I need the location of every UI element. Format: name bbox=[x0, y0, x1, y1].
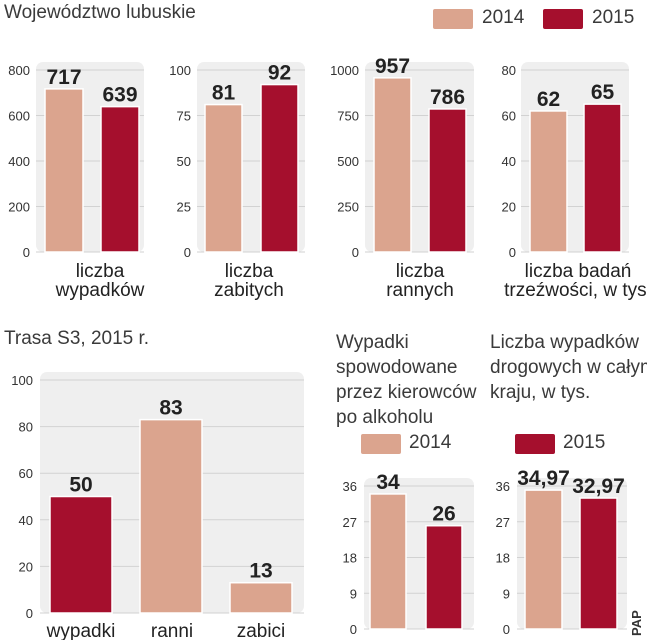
s3-value-label-ranni: 83 bbox=[159, 397, 182, 420]
alkohol-ytick-label: 0 bbox=[350, 622, 357, 637]
badania-xlabel-line-1: liczba badań bbox=[525, 261, 632, 282]
zabici-value-label-2014: 81 bbox=[212, 82, 236, 105]
zabici-xlabel-line-1: liczba bbox=[225, 261, 274, 282]
wypadki-ytick-label: 200 bbox=[8, 200, 30, 215]
section-alcohol-title-line-3: przez kierowców bbox=[336, 382, 477, 403]
s3-ytick-label: 60 bbox=[19, 466, 33, 481]
kraj-ytick-label: 18 bbox=[496, 551, 510, 566]
kraj-value-label-2014: 34,97 bbox=[517, 467, 570, 490]
zabici-ytick-label: 0 bbox=[184, 245, 191, 260]
zabici-bar-2015 bbox=[260, 83, 299, 253]
alkohol-value-label-2015: 26 bbox=[432, 503, 455, 526]
section-alcohol-title-line-2: spowodowane bbox=[336, 357, 458, 378]
wypadki-ytick-label: 800 bbox=[8, 63, 30, 78]
ranni-ytick-label: 500 bbox=[337, 154, 359, 169]
s3-bar-zabici bbox=[229, 581, 293, 614]
ranni-ytick-label: 750 bbox=[337, 109, 359, 124]
s3-ytick-label: 40 bbox=[19, 513, 33, 528]
alkohol-bar-2014 bbox=[369, 493, 407, 630]
alkohol-ytick-label: 36 bbox=[343, 479, 357, 494]
badania-value-label-2015: 65 bbox=[591, 81, 615, 104]
wypadki-ytick-label: 600 bbox=[8, 109, 30, 124]
kraj-value-label-2015: 32,97 bbox=[572, 475, 625, 498]
zabici-xlabel-line-2: zabitych bbox=[214, 280, 284, 301]
wypadki-value-label-2015: 639 bbox=[102, 84, 137, 107]
wypadki-ytick-label: 0 bbox=[23, 245, 30, 260]
legend-swatch-2015-b bbox=[515, 434, 555, 454]
ranni-value-label-2015: 786 bbox=[430, 86, 465, 109]
wypadki-value-label-2014: 717 bbox=[46, 66, 81, 89]
s3-category-label-wypadki: wypadki bbox=[46, 621, 116, 640]
section-national-title-line-1: Liczba wypadków bbox=[490, 332, 639, 353]
badania-ytick-label: 20 bbox=[502, 200, 516, 215]
s3-category-label-zabici: zabici bbox=[237, 621, 286, 640]
legend-swatch-2014 bbox=[433, 9, 473, 29]
ranni-bar-2014 bbox=[373, 77, 412, 253]
ranni-bar-2015 bbox=[428, 108, 467, 253]
alkohol-ytick-label: 27 bbox=[343, 515, 357, 530]
badania-ytick-label: 80 bbox=[502, 63, 516, 78]
zabici-value-label-2015: 92 bbox=[268, 62, 291, 85]
badania-bar-2014 bbox=[529, 110, 568, 253]
s3-ytick-label: 80 bbox=[19, 420, 33, 435]
s3-value-label-wypadki: 50 bbox=[69, 474, 92, 497]
section-national-title-line-2: drogowych w całym bbox=[490, 357, 647, 378]
ranni-xlabel-line-1: liczba bbox=[396, 261, 445, 282]
ranni-ytick-label: 0 bbox=[352, 245, 359, 260]
legend-label-2015: 2015 bbox=[592, 7, 635, 28]
kraj-bar-2015 bbox=[579, 497, 618, 630]
legend-label-2014: 2014 bbox=[482, 7, 525, 28]
zabici-ytick-label: 50 bbox=[177, 154, 191, 169]
badania-ytick-label: 40 bbox=[502, 154, 516, 169]
ranni-value-label-2014: 957 bbox=[375, 55, 410, 78]
section-s3-title: Trasa S3, 2015 r. bbox=[4, 328, 150, 349]
badania-ytick-label: 0 bbox=[509, 245, 516, 260]
s3-value-label-zabici: 13 bbox=[249, 560, 272, 583]
badania-bar-2015 bbox=[583, 103, 622, 253]
zabici-ytick-label: 100 bbox=[169, 63, 191, 78]
alkohol-value-label-2014: 34 bbox=[376, 471, 400, 494]
legend-swatch-2015 bbox=[543, 9, 583, 29]
legend-swatch-2014-b bbox=[361, 434, 401, 454]
wypadki-ytick-label: 400 bbox=[8, 154, 30, 169]
badania-ytick-label: 60 bbox=[502, 109, 516, 124]
credit-mark: PAP bbox=[629, 610, 644, 636]
zabici-ytick-label: 25 bbox=[177, 200, 191, 215]
kraj-ytick-label: 36 bbox=[496, 479, 510, 494]
legend-label-2014-b: 2014 bbox=[409, 432, 452, 453]
section-alcohol-title-line-1: Wypadki bbox=[336, 332, 409, 353]
kraj-ytick-label: 9 bbox=[503, 586, 510, 601]
wypadki-bar-2014 bbox=[44, 88, 84, 253]
ranni-xlabel-line-2: rannych bbox=[386, 280, 454, 301]
main-title: Województwo lubuskie bbox=[4, 2, 196, 23]
ranni-ytick-label: 1000 bbox=[330, 63, 359, 78]
legend-label-2015-b: 2015 bbox=[563, 432, 606, 453]
badania-xlabel-line-2: trzeźwości, w tys. bbox=[504, 280, 647, 301]
section-national-title-line-3: kraju, w tys. bbox=[490, 382, 591, 403]
s3-ytick-label: 100 bbox=[11, 373, 33, 388]
zabici-bar-2014 bbox=[204, 103, 243, 253]
s3-category-label-ranni: ranni bbox=[151, 621, 193, 640]
zabici-ytick-label: 75 bbox=[177, 109, 191, 124]
section-alcohol-title-line-4: po alkoholu bbox=[336, 407, 434, 428]
alkohol-ytick-label: 9 bbox=[350, 586, 357, 601]
kraj-ytick-label: 0 bbox=[503, 622, 510, 637]
alkohol-ytick-label: 18 bbox=[343, 551, 357, 566]
wypadki-bar-2015 bbox=[100, 105, 140, 253]
s3-bar-wypadki bbox=[49, 495, 113, 614]
ranni-ytick-label: 250 bbox=[337, 200, 359, 215]
kraj-bar-2014 bbox=[524, 489, 563, 630]
s3-ytick-label: 0 bbox=[26, 606, 33, 621]
alkohol-bar-2015 bbox=[425, 524, 463, 630]
wypadki-xlabel-line-2: wypadków bbox=[55, 280, 145, 301]
kraj-ytick-label: 27 bbox=[496, 515, 510, 530]
s3-bar-ranni bbox=[139, 418, 203, 614]
wypadki-xlabel-line-1: liczba bbox=[76, 261, 125, 282]
badania-value-label-2014: 62 bbox=[537, 88, 560, 111]
s3-ytick-label: 20 bbox=[19, 559, 33, 574]
